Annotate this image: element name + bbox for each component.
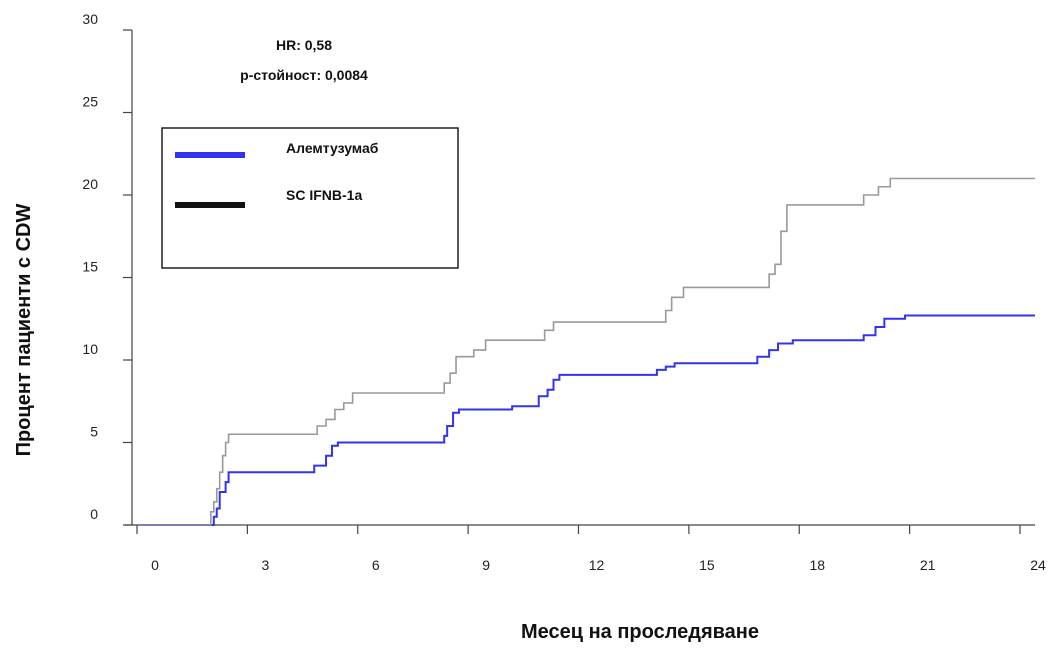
y-tick-label: 0 [90,506,98,522]
series-line-ifnb [137,177,1035,526]
y-tick-label: 5 [90,424,98,440]
series-line-alemtuzumab [137,314,1035,526]
y-tick-label: 20 [82,176,98,192]
y-tick-label: 15 [82,259,98,275]
y-axis-title: Процент пациенти с CDW [13,204,35,457]
y-tick-label: 25 [82,94,98,110]
x-tick-label: 18 [809,557,825,573]
y-tick-label: 10 [82,341,98,357]
x-tick-label: 0 [151,557,159,573]
series-group [137,177,1035,526]
legend: Алемтузумаб SC IFNB-1a [161,127,459,269]
x-tick-label: 9 [482,557,490,573]
x-tick-label: 21 [920,557,936,573]
x-tick-label: 12 [589,557,605,573]
x-tick-label: 24 [1030,557,1046,573]
y-tick-group: 0 5 10 15 20 25 30 [82,11,132,526]
hr-annotation: HR: 0,58 [276,37,332,53]
legend-label-alemtuzumab: Алемтузумаб [286,140,379,156]
x-tick-group: 0 3 6 9 12 15 18 21 24 [136,525,1046,573]
p-value-annotation: p-стойност: 0,0084 [240,67,368,83]
legend-box [161,127,459,269]
y-tick-label: 30 [82,11,98,27]
x-tick-label: 15 [699,557,715,573]
x-tick-label: 3 [261,557,269,573]
legend-label-ifnb: SC IFNB-1a [286,187,362,203]
x-axis-title: Месец на проследяване [521,621,759,643]
x-tick-label: 6 [372,557,380,573]
